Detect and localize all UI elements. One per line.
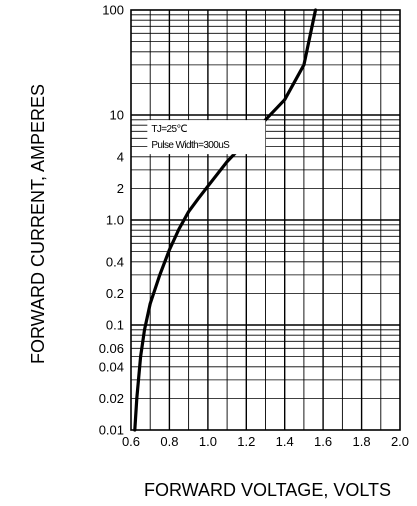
y-tick-label: 100 xyxy=(102,3,124,18)
x-tick-label: 2.0 xyxy=(391,434,409,449)
x-tick-label: 1.0 xyxy=(199,434,217,449)
y-tick-label: 0.2 xyxy=(106,286,124,301)
y-tick-label: 0.1 xyxy=(106,318,124,333)
y-tick-label: 10 xyxy=(110,108,124,123)
x-tick-label: 1.4 xyxy=(276,434,294,449)
y-tick-label: 0.01 xyxy=(99,423,124,438)
conditions-box-background xyxy=(147,120,266,155)
grid xyxy=(131,10,400,430)
junction-temperature-note: TJ=25℃ xyxy=(151,124,187,135)
x-tick-label: 1.2 xyxy=(237,434,255,449)
x-tick-label: 0.6 xyxy=(122,434,140,449)
x-axis-title: FORWARD VOLTAGE, VOLTS xyxy=(144,480,391,500)
y-tick-label: 2 xyxy=(117,181,124,196)
y-tick-labels: 100 10 4 2 1.0 0.4 0.2 0.1 0.06 0.04 0.02 0.01 xyxy=(99,3,124,438)
conditions-box: TJ=25℃ Pulse Width=300uS xyxy=(147,120,266,155)
plot-frame xyxy=(130,9,401,431)
y-tick-label: 4 xyxy=(117,149,124,164)
y-tick-label: 0.02 xyxy=(99,391,124,406)
y-tick-label: 1.0 xyxy=(106,213,124,228)
y-tick-label: 0.4 xyxy=(106,254,124,269)
x-tick-labels: 0.6 0.8 1.0 1.2 1.4 1.6 1.8 2.0 xyxy=(122,434,409,449)
x-tick-label: 1.6 xyxy=(314,434,332,449)
y-axis-title: FORWARD CURRENT, AMPERES xyxy=(28,84,48,364)
y-tick-label: 0.04 xyxy=(99,359,124,374)
pulse-width-note: Pulse Width=300uS xyxy=(151,140,230,151)
y-tick-label: 0.06 xyxy=(99,341,124,356)
forward-current-curve xyxy=(133,8,318,432)
x-tick-label: 0.8 xyxy=(160,434,178,449)
x-tick-label: 1.8 xyxy=(353,434,371,449)
